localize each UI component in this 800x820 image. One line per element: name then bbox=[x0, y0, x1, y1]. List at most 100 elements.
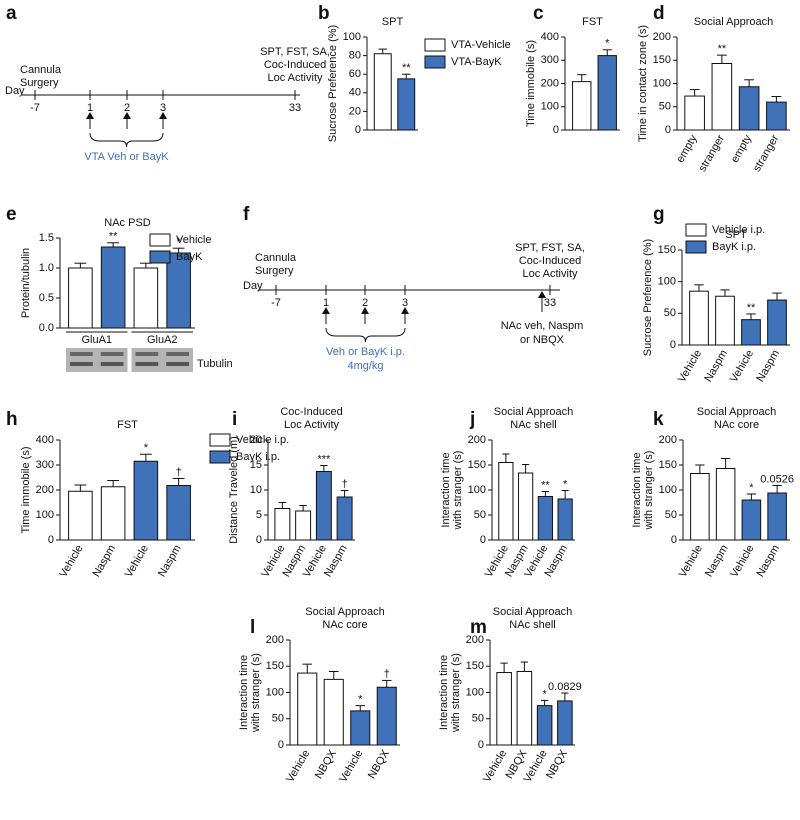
x-tick-label: Naspm bbox=[703, 543, 731, 579]
y-tick-label: 150 bbox=[266, 660, 284, 672]
x-tick-label: Vehicle bbox=[728, 543, 756, 580]
arrow-head bbox=[538, 291, 546, 298]
chart-title: NAc core bbox=[714, 419, 759, 431]
y-tick-label: 0 bbox=[256, 534, 262, 546]
day-number: 33 bbox=[289, 102, 301, 114]
y-tick-label: 50 bbox=[659, 101, 671, 113]
chart-title: Social Approach bbox=[494, 406, 574, 418]
day-number: 3 bbox=[402, 297, 408, 309]
y-tick-label: 200 bbox=[659, 434, 677, 446]
chart-title: SPT bbox=[725, 229, 747, 241]
y-tick-label: 100 bbox=[466, 686, 484, 698]
y-axis-label: with stranger (s) bbox=[643, 451, 655, 531]
y-tick-label: 200 bbox=[36, 484, 54, 496]
significance-label: ** bbox=[718, 43, 727, 55]
significance-label: * bbox=[605, 38, 610, 50]
bar bbox=[766, 101, 787, 131]
day-number: 2 bbox=[124, 102, 130, 114]
brace bbox=[89, 132, 164, 148]
significance-label: ** bbox=[747, 302, 756, 314]
x-tick-label: Naspm bbox=[702, 348, 730, 384]
bar bbox=[518, 472, 534, 541]
chart-title: NAc core bbox=[322, 619, 367, 631]
day-number: 3 bbox=[160, 102, 166, 114]
y-tick-label: 0 bbox=[665, 124, 671, 136]
bar bbox=[767, 492, 787, 541]
y-tick-label: 300 bbox=[541, 54, 559, 66]
day-number: 1 bbox=[87, 102, 93, 114]
chart-title: NAc shell bbox=[509, 619, 555, 631]
arrow-head bbox=[401, 307, 409, 314]
y-tick-label: 400 bbox=[36, 434, 54, 446]
x-tick-label: Vehicle bbox=[123, 543, 151, 580]
panel-letter: j bbox=[469, 409, 475, 430]
legend-label: BayK i.p. bbox=[236, 451, 280, 463]
legend-swatch bbox=[209, 450, 231, 464]
y-tick-label: 100 bbox=[266, 686, 284, 698]
legend-label: BayK bbox=[176, 251, 203, 263]
panel-letter: h bbox=[6, 409, 18, 430]
end-treatment-label: or NBQX bbox=[520, 334, 565, 346]
y-tick-label: 0 bbox=[553, 124, 559, 136]
bar bbox=[350, 710, 371, 746]
legend-label: Vehicle bbox=[176, 234, 211, 246]
panel-letter: i bbox=[232, 409, 237, 430]
significance-label: * bbox=[176, 236, 181, 248]
panel-letter: f bbox=[243, 204, 250, 225]
y-tick-label: 50 bbox=[472, 713, 484, 725]
start-label: Surgery bbox=[20, 77, 59, 89]
bar bbox=[397, 78, 416, 131]
chart-title: NAc PSD bbox=[104, 217, 151, 229]
blot-band bbox=[166, 352, 189, 356]
bar bbox=[711, 63, 733, 131]
panel-letter: m bbox=[470, 617, 487, 638]
legend-swatch bbox=[149, 250, 171, 264]
day-label: Day bbox=[5, 85, 25, 97]
day-number: 33 bbox=[544, 297, 556, 309]
bar bbox=[498, 462, 514, 541]
y-axis-label: with stranger (s) bbox=[250, 653, 262, 733]
end-label: Loc Activity bbox=[267, 72, 323, 84]
y-axis-label: Time immobile (s) bbox=[525, 40, 537, 127]
y-tick-label: 150 bbox=[653, 54, 671, 66]
blot-band bbox=[100, 352, 124, 356]
significance-label: 0.0829 bbox=[548, 681, 582, 693]
y-tick-label: 200 bbox=[541, 77, 559, 89]
day-label: Day bbox=[243, 280, 263, 292]
day-number: 2 bbox=[362, 297, 368, 309]
treatment-label: 4mg/kg bbox=[347, 360, 383, 372]
y-tick-label: 100 bbox=[36, 509, 54, 521]
x-tick-label: empty bbox=[729, 133, 755, 165]
y-axis-label: Protein/tubulin bbox=[20, 248, 32, 318]
y-tick-label: 0 bbox=[671, 534, 677, 546]
day-number: -7 bbox=[271, 297, 281, 309]
x-tick-label: Vehicle bbox=[728, 348, 756, 385]
start-label: Cannula bbox=[20, 64, 62, 76]
blot-strip bbox=[66, 348, 128, 372]
y-tick-label: 15 bbox=[250, 459, 262, 471]
bar bbox=[572, 81, 592, 131]
significance-label: * bbox=[542, 688, 547, 700]
arrow-head bbox=[86, 112, 94, 119]
end-label: Coc-Induced bbox=[519, 255, 581, 267]
y-tick-label: 100 bbox=[653, 77, 671, 89]
bar bbox=[100, 246, 126, 329]
bar bbox=[274, 508, 291, 541]
y-tick-label: 1.5 bbox=[39, 232, 54, 244]
y-tick-label: 80 bbox=[349, 50, 361, 62]
legend-swatch bbox=[685, 240, 707, 254]
arrow-head bbox=[123, 112, 131, 119]
arrow-head bbox=[361, 307, 369, 314]
start-label: Cannula bbox=[255, 252, 297, 264]
y-tick-label: 40 bbox=[349, 87, 361, 99]
panel-letter: l bbox=[250, 617, 255, 638]
bar bbox=[133, 267, 159, 329]
end-label: SPT, FST, SA, bbox=[515, 242, 585, 254]
legend-label: Vehicle i.p. bbox=[236, 434, 289, 446]
y-axis-label: Interaction time bbox=[631, 452, 643, 527]
y-tick-label: 50 bbox=[272, 713, 284, 725]
legend-label: VTA-BayK bbox=[451, 56, 502, 68]
bar bbox=[496, 672, 512, 746]
panel-letter: k bbox=[653, 409, 664, 430]
y-tick-label: 100 bbox=[541, 101, 559, 113]
